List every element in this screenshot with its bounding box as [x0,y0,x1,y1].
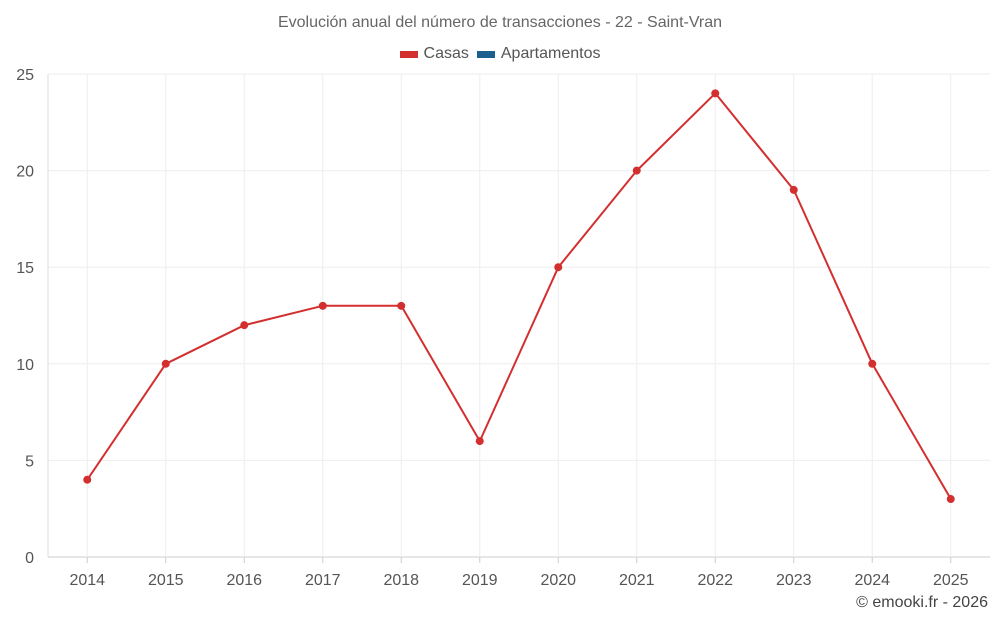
series-line-casas [86,92,952,500]
data-point-casas-2022 [711,89,720,98]
x-tick-label-2022: 2022 [697,572,733,589]
data-point-casas-2025 [946,495,955,504]
data-point-casas-2014 [83,475,92,484]
data-point-casas-2021 [632,166,641,175]
x-tick-label-2024: 2024 [854,572,890,589]
x-tick-label-2018: 2018 [383,572,419,589]
data-point-casas-2016 [240,321,249,330]
legend-swatch-casas [399,50,418,58]
data-point-casas-2024 [868,359,877,368]
x-tick-label-2019: 2019 [462,572,498,589]
x-tick-label-2021: 2021 [619,572,655,589]
x-tick-label-2020: 2020 [540,572,576,589]
y-tick-label-5: 5 [25,453,34,470]
x-tick-label-2025: 2025 [933,572,969,589]
x-tick-label-2017: 2017 [305,572,341,589]
y-tick-label-20: 20 [16,164,34,181]
data-point-casas-2023 [789,185,798,194]
legend-swatch-apartamentos [476,50,495,58]
data-point-casas-2017 [318,301,327,310]
chart-title: Evolución anual del número de transaccio… [277,14,723,31]
legend-label-apartamentos: Apartamentos [500,45,601,62]
chart-legend: Casas Apartamentos [0,45,1000,63]
y-tick-label-10: 10 [16,357,34,374]
data-point-casas-2019 [475,437,484,446]
y-tick-label-25: 25 [16,67,34,84]
credit-text: © emooki.fr - 2026 [856,594,988,611]
y-tick-label-15: 15 [16,260,34,277]
x-tick-label-2016: 2016 [226,572,262,589]
legend-label-casas: Casas [423,45,469,62]
x-tick-label-2015: 2015 [148,572,184,589]
data-point-casas-2020 [554,263,563,272]
x-tick-label-2023: 2023 [776,572,812,589]
data-point-casas-2015 [161,359,170,368]
legend-item-casas[interactable]: Casas [399,45,469,63]
data-point-casas-2018 [397,301,406,310]
y-tick-label-0: 0 [25,550,34,567]
legend-item-apartamentos[interactable]: Apartamentos [476,45,601,63]
x-tick-label-2014: 2014 [69,572,105,589]
